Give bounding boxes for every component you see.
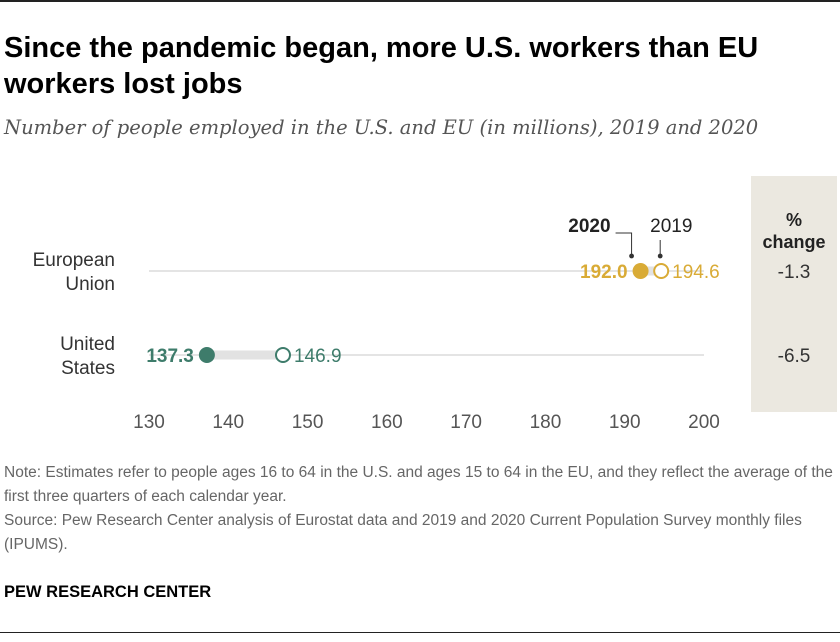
row-label: United (60, 334, 115, 355)
value-label-2020: 192.0 (580, 262, 628, 283)
row-label: European (33, 250, 115, 271)
x-tick-label: 160 (371, 412, 403, 433)
legend-2019-marker (657, 253, 663, 259)
legend-2020-leader (615, 232, 633, 255)
x-tick-label: 150 (292, 412, 324, 433)
x-tick-label: 140 (212, 412, 244, 433)
value-label-2020: 137.3 (146, 346, 194, 367)
legend-2020-label: 2020 (568, 216, 610, 237)
chart-title: Since the pandemic began, more U.S. work… (4, 32, 759, 100)
legend-2020-marker (629, 253, 634, 259)
value-label-2019: 194.6 (672, 262, 720, 283)
dot-2020 (632, 263, 649, 279)
x-tick-label: 130 (133, 412, 165, 433)
dot-2019 (653, 263, 670, 279)
dot-2020 (198, 347, 215, 363)
x-tick-label: 200 (688, 412, 720, 433)
footnotes: Note: Estimates refer to people ages 16 … (4, 461, 834, 557)
x-tick-label: 170 (450, 412, 482, 433)
x-tick-label: 190 (609, 412, 641, 433)
source-text: Source: Pew Research Center analysis of … (4, 512, 802, 553)
pct-change-value: -1.3 (778, 262, 811, 283)
top-rule (0, 0, 840, 2)
pct-change-panel (751, 176, 837, 412)
brand-logo-text: PEW RESEARCH CENTER (4, 583, 212, 601)
row-label: Union (65, 274, 115, 295)
value-label-2019: 146.9 (294, 346, 342, 367)
pct-change-header-line: change (762, 232, 825, 252)
x-tick-label: 180 (530, 412, 562, 433)
chart-subtitle: Number of people employed in the U.S. an… (4, 116, 759, 139)
bottom-rule (0, 632, 840, 633)
legend-2019-label: 2019 (650, 216, 692, 237)
row-label: States (61, 358, 115, 379)
dot-2019 (274, 347, 291, 363)
dot-chart: %change 2020 2019 European Union 192.0 194.6… (33, 176, 837, 433)
pct-change-header-line: % (786, 210, 802, 230)
pct-change-value: -6.5 (778, 346, 811, 367)
note-text: Note: Estimates refer to people ages 16 … (4, 464, 833, 505)
